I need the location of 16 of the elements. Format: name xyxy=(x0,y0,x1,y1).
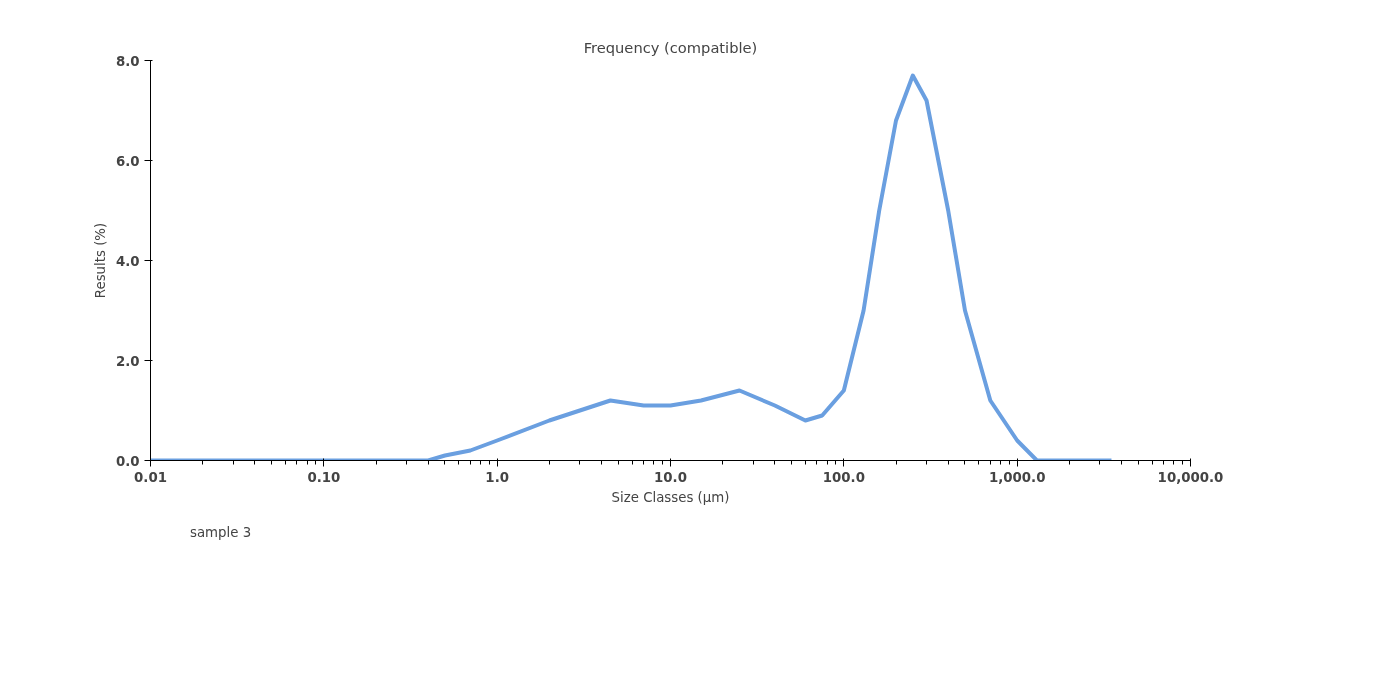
x-tick-label: 1,000.0 xyxy=(988,469,1046,485)
y-tick-label: 4.0 xyxy=(115,253,140,269)
x-tick-label: 100.0 xyxy=(822,469,865,485)
x-tick-label: 1.0 xyxy=(485,469,509,485)
x-tick-label: 10,000.0 xyxy=(1157,469,1224,485)
y-tick-label: 2.0 xyxy=(115,353,140,369)
text: sample 3 xyxy=(190,524,252,540)
x-tick-label: 10.0 xyxy=(654,469,687,485)
y-axis-title: Results (%) xyxy=(92,222,108,299)
x-tick-label: 0.01 xyxy=(134,469,167,485)
y-tick-label: 8.0 xyxy=(115,53,140,69)
chart-title: Frequency (compatible) xyxy=(583,38,758,56)
y-tick-label: 6.0 xyxy=(115,153,140,169)
y-tick-label: 0.0 xyxy=(115,453,140,469)
x-axis-title: Size Classes (µm) xyxy=(611,489,730,505)
x-tick-label: 0.10 xyxy=(307,469,341,485)
